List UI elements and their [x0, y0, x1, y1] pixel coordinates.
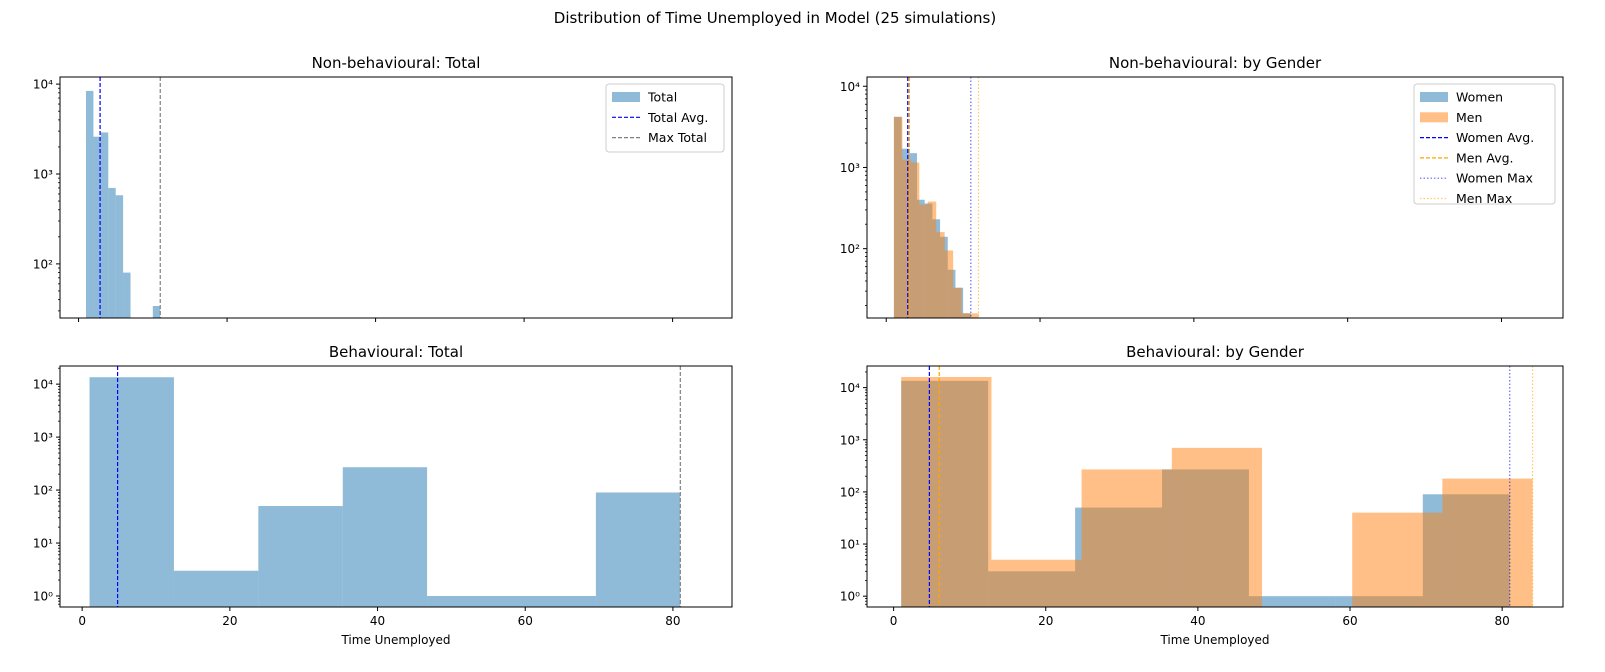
y-tick-label: 10¹ — [33, 537, 53, 551]
x-tick-label: 20 — [1038, 614, 1053, 628]
legend-label: Men Max — [1456, 191, 1512, 206]
y-tick-label: 10¹ — [840, 538, 860, 552]
histogram-bar-series-0 — [258, 506, 343, 607]
y-tick-label: 10⁴ — [840, 381, 860, 395]
legend-label: Women Avg. — [1456, 130, 1534, 145]
histogram-bar-total — [123, 272, 131, 318]
legend-label: Women — [1456, 90, 1503, 105]
legend-swatch — [612, 92, 640, 102]
x-tick-label: 80 — [1495, 614, 1510, 628]
histogram-bar-men — [944, 250, 954, 318]
y-tick-label: 10³ — [840, 433, 860, 447]
chart-behavioural-total: Behavioural: Total 0 20 40 60 80 10⁰ 10¹ 10² 10³ 1… — [33, 343, 733, 647]
histogram-bar-series-1 — [1171, 447, 1263, 607]
plot-area — [893, 77, 980, 318]
histogram-bar-men — [910, 162, 920, 318]
histogram-bar-men — [902, 159, 911, 318]
plot-area — [85, 77, 161, 318]
histogram-bar-total — [93, 136, 101, 318]
histogram-bar-series-0 — [595, 492, 681, 607]
x-tick-label: 40 — [1190, 614, 1205, 628]
y-tick-label: 10⁴ — [840, 80, 860, 94]
histogram-bar-series-0 — [511, 596, 596, 607]
axes-title: Behavioural: by Gender — [1126, 343, 1305, 361]
legend: Total Total Avg. Max Total — [605, 83, 725, 153]
plot-area — [89, 366, 681, 607]
histogram-bar-total — [152, 305, 161, 318]
y-tick-label: 10² — [33, 257, 53, 271]
y-tick-label: 10² — [840, 242, 860, 256]
y-tick-label: 10³ — [33, 431, 53, 445]
histogram-bar-series-1 — [991, 559, 1082, 607]
histogram-bar-series-0 — [1248, 596, 1336, 607]
legend-label: Total Avg. — [647, 110, 708, 125]
x-tick-label: 60 — [518, 614, 533, 628]
histogram-bar-men — [936, 232, 945, 318]
y-tick-label: 10³ — [840, 161, 860, 175]
axes-frame — [866, 365, 1564, 608]
histogram-bar-men — [961, 313, 971, 318]
x-tick-label: 0 — [78, 614, 86, 628]
histogram-bar-total — [100, 132, 109, 318]
x-tick-label: 0 — [890, 614, 898, 628]
histogram-bar-series-0 — [173, 570, 259, 607]
legend-frame — [1413, 83, 1556, 205]
y-tick-label: 10⁴ — [33, 78, 53, 92]
axes-title: Behavioural: Total — [329, 343, 463, 361]
legend: Women Men Women Avg. Men Avg. Women Max Men M… — [1413, 83, 1556, 206]
histogram-bar-total — [115, 195, 124, 318]
histogram-bar-total — [108, 187, 116, 318]
x-tick-label: 60 — [1342, 614, 1357, 628]
histogram-bar-men — [893, 116, 903, 318]
histogram-bar-series-1 — [1442, 478, 1533, 607]
legend-swatch — [1420, 92, 1448, 102]
legend-label: Total — [647, 90, 677, 105]
legend-swatch — [1420, 112, 1448, 123]
histogram-bar-men — [927, 201, 937, 318]
histogram-bar-series-1 — [901, 376, 992, 607]
y-tick-label: 10⁰ — [33, 590, 53, 604]
legend-label: Men — [1456, 110, 1482, 125]
legend-label: Women Max — [1456, 171, 1533, 186]
y-tick-label: 10³ — [33, 168, 53, 182]
chart-nonbehavioural-gender: Non-behavioural: by Gender 10² 10³ 10⁴ Women… — [840, 54, 1564, 322]
legend-label: Max Total — [648, 130, 707, 145]
y-tick-label: 10⁰ — [840, 590, 860, 604]
histogram-bar-men — [970, 313, 979, 318]
chart-nonbehavioural-total: Non-behavioural: Total10²10³10⁴TotalTota… — [33, 54, 733, 322]
axes-title: Non-behavioural: Total — [312, 54, 481, 72]
histogram-bar-series-0 — [427, 596, 512, 607]
y-tick-label: 10² — [840, 485, 860, 499]
axes-frame — [59, 365, 733, 608]
histogram-bar-men — [953, 287, 962, 318]
y-tick-label: 10⁴ — [33, 378, 53, 392]
histogram-bar-series-1 — [1352, 512, 1443, 607]
figure-suptitle: Distribution of Time Unemployed in Model… — [554, 9, 996, 27]
x-axis-label: Time Unemployed — [1159, 633, 1269, 647]
y-tick-label: 10² — [33, 484, 53, 498]
histogram-bar-men — [919, 204, 928, 318]
axes-frame — [866, 76, 1564, 319]
histogram-bar-series-1 — [1081, 469, 1172, 607]
x-axis-label: Time Unemployed — [340, 633, 450, 647]
chart-behavioural-gender: Behavioural: by Gender 0 20 40 60 80 10⁰ 10¹ 10²… — [840, 343, 1564, 647]
histogram-bar-total — [85, 90, 94, 318]
histogram-bar-series-0 — [342, 467, 428, 607]
x-tick-label: 40 — [370, 614, 385, 628]
plot-area — [901, 366, 1534, 607]
x-tick-label: 20 — [222, 614, 237, 628]
axes-frame — [59, 76, 733, 319]
x-tick-label: 80 — [665, 614, 680, 628]
axes-title: Non-behavioural: by Gender — [1109, 54, 1322, 72]
legend-label: Men Avg. — [1456, 150, 1514, 165]
histogram-bar-series-0 — [89, 377, 174, 607]
